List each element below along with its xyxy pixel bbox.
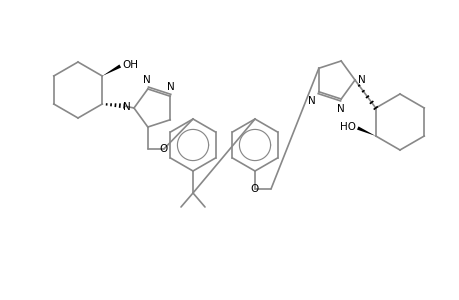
Text: N: N bbox=[308, 96, 315, 106]
Text: N: N bbox=[357, 75, 365, 85]
Text: O: O bbox=[250, 184, 258, 194]
Text: O: O bbox=[159, 144, 168, 154]
Polygon shape bbox=[102, 64, 121, 76]
Text: N: N bbox=[336, 104, 344, 114]
Text: HO: HO bbox=[339, 122, 355, 132]
Text: N: N bbox=[143, 75, 151, 85]
Polygon shape bbox=[356, 126, 375, 136]
Text: N: N bbox=[167, 82, 175, 92]
Text: OH: OH bbox=[122, 60, 138, 70]
Text: N: N bbox=[123, 102, 131, 112]
